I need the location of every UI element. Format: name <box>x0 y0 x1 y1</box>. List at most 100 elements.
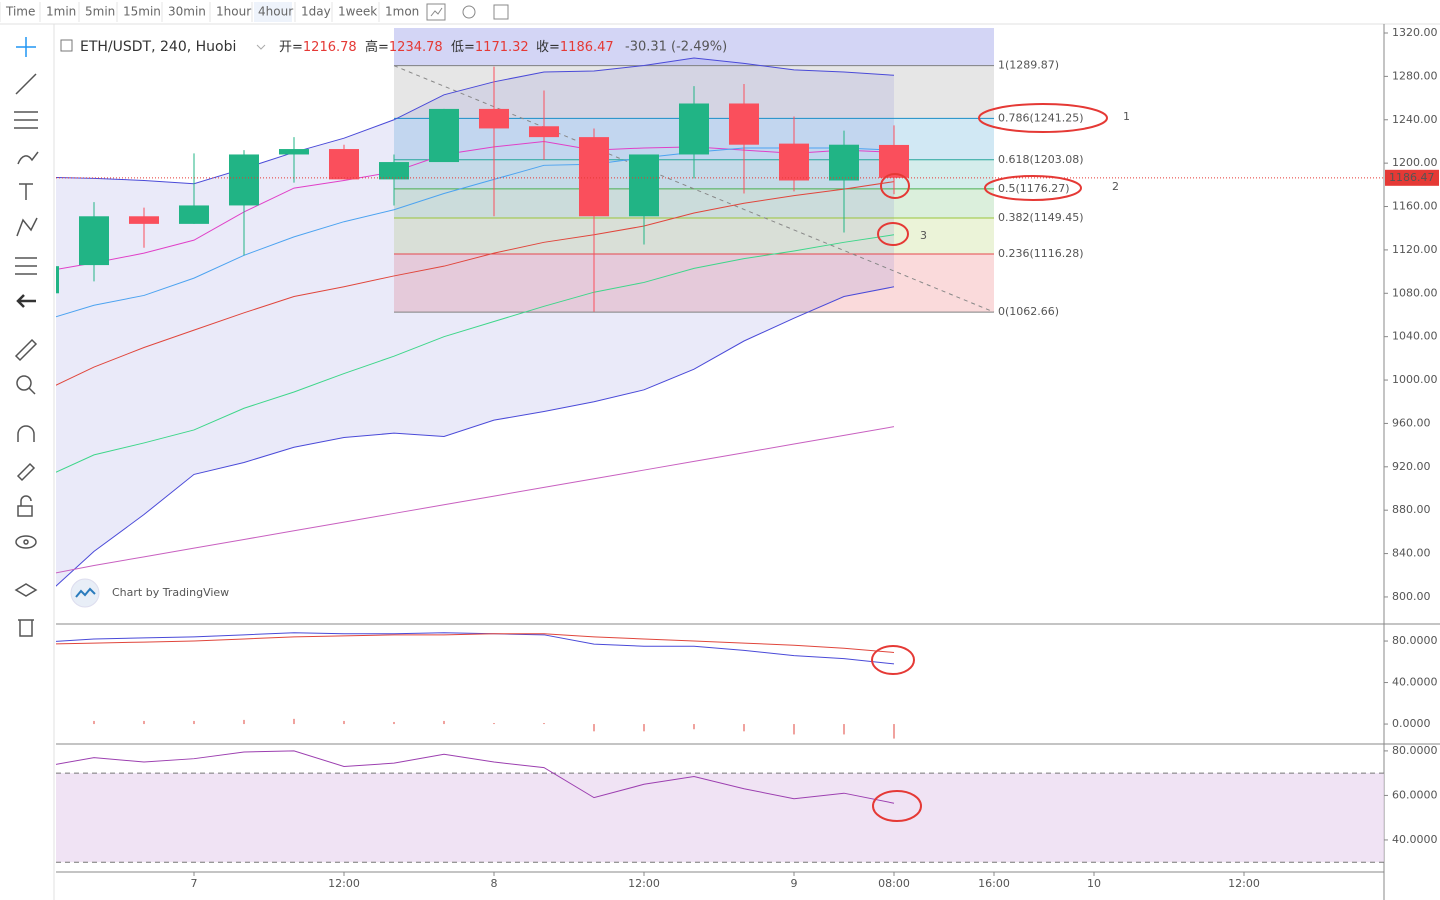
indicator-line <box>56 147 895 318</box>
histogram-bar <box>743 724 745 732</box>
candle-body <box>429 108 459 163</box>
fib-label: 0.618(1203.08) <box>998 153 1084 166</box>
y-tick-label: 80.0000 <box>1392 634 1438 647</box>
indicator-line <box>56 181 895 386</box>
y-tick-label: 1280.00 <box>1392 69 1438 82</box>
legend-change: -30.31 (-2.49%) <box>625 40 727 55</box>
histogram-bar <box>493 723 495 725</box>
toolbar-icons[interactable] <box>426 3 509 21</box>
indicator-line <box>56 633 895 653</box>
band-fill <box>56 57 894 587</box>
annotation-label: 2 <box>1112 180 1119 193</box>
indicator-line <box>56 57 895 185</box>
interval-button[interactable]: 5min <box>85 5 115 19</box>
y-tick-label: 960.00 <box>1392 416 1431 429</box>
fib-label: 0.236(1116.28) <box>998 247 1084 260</box>
interval-button[interactable]: 1day <box>301 5 331 19</box>
candle-body <box>879 144 909 178</box>
histogram-bar <box>793 724 795 735</box>
x-tick-label: 12:00 <box>1228 877 1260 890</box>
legend-item-value: 1216.78 <box>303 40 357 55</box>
legend-dropdown[interactable] <box>256 44 266 50</box>
histogram-bar <box>243 719 245 725</box>
x-tick-label: 12:00 <box>328 877 360 890</box>
histogram-bar <box>343 720 345 725</box>
y-tick-label: 40.0000 <box>1392 833 1438 846</box>
y-tick-label: 80.0000 <box>1392 744 1438 757</box>
histogram-bar <box>193 720 195 725</box>
annotation-ellipse <box>978 103 1108 133</box>
histogram-bar <box>543 723 545 725</box>
indicator-line <box>56 140 895 271</box>
fib-label: 0(1062.66) <box>998 305 1059 318</box>
y-tick-label: 1320.00 <box>1392 26 1438 39</box>
candle-body <box>129 216 159 224</box>
candle-body <box>779 143 809 181</box>
indicator-line <box>56 234 895 473</box>
candle-body <box>829 144 859 181</box>
candle-body <box>479 108 509 129</box>
watermark-logo <box>70 578 100 608</box>
y-tick-label: 1040.00 <box>1392 330 1438 343</box>
interval-button[interactable]: 15min <box>123 5 161 19</box>
last-price-label: 1186.47 <box>1389 171 1435 184</box>
candle-body <box>729 103 759 145</box>
interval-button[interactable]: 1week <box>338 5 377 19</box>
y-tick-label: 840.00 <box>1392 547 1431 560</box>
y-tick-label: 0.0000 <box>1392 717 1431 730</box>
annotation-ellipse <box>984 175 1082 201</box>
histogram-bar <box>293 718 295 725</box>
legend-symbol: ETH/USDT, 240, Huobi <box>80 39 236 55</box>
candle-body <box>79 216 109 266</box>
indicator-line <box>56 426 895 574</box>
histogram-bar <box>443 720 445 725</box>
fib-extension-band <box>394 28 994 66</box>
y-tick-label: 920.00 <box>1392 460 1431 473</box>
legend-item: 开=1216.78 <box>279 40 357 55</box>
pane <box>56 632 895 739</box>
y-tick-label: 800.00 <box>1392 590 1431 603</box>
interval-button[interactable]: 1hour <box>216 5 251 19</box>
legend-item-label: 高= <box>365 39 389 55</box>
legend-item-label: 开= <box>279 40 303 55</box>
watermark-logo-mark <box>75 587 96 598</box>
annotation-label: 3 <box>920 229 927 242</box>
interval-button[interactable]: 30min <box>168 5 206 19</box>
candle-body <box>529 126 559 138</box>
drawing-tools[interactable] <box>14 37 39 637</box>
watermark[interactable]: Chart by TradingView <box>112 586 229 599</box>
interval-button[interactable]: 1mon <box>385 5 419 19</box>
histogram-bar <box>393 721 395 725</box>
histogram-bar <box>693 724 695 730</box>
indicator-line <box>56 750 895 804</box>
histogram-bar <box>893 724 895 739</box>
candle-body <box>229 154 259 206</box>
x-tick-label: 08:00 <box>878 877 910 890</box>
interval-button[interactable]: Time <box>5 5 35 19</box>
last-price-tag <box>1385 169 1439 186</box>
candle-body <box>279 149 309 155</box>
x-tick-label: 10 <box>1087 877 1101 890</box>
y-tick-label: 1200.00 <box>1392 156 1438 169</box>
legend-icon <box>60 39 73 52</box>
interval-button[interactable]: 1min <box>46 5 76 19</box>
annotation-ellipse <box>880 173 910 199</box>
annotation-ellipse <box>872 790 922 822</box>
candle-body <box>56 266 59 294</box>
x-tick-label: 8 <box>491 877 498 890</box>
candle-body <box>379 162 409 180</box>
legend-item-label: 低= <box>451 40 475 55</box>
candle-body <box>329 149 359 180</box>
histogram-bar <box>843 724 845 735</box>
y-tick-label: 1160.00 <box>1392 200 1438 213</box>
interval-button[interactable]: 4hour <box>258 5 293 19</box>
legend-item: 低=1171.32 <box>451 40 529 55</box>
x-tick-label: 9 <box>791 877 798 890</box>
y-tick-label: 1080.00 <box>1392 286 1438 299</box>
legend-item: 高=1234.78 <box>365 39 443 55</box>
candle-body <box>629 154 659 217</box>
band-fill <box>56 773 1384 863</box>
indicator-line <box>56 286 895 587</box>
x-tick-label: 12:00 <box>628 877 660 890</box>
